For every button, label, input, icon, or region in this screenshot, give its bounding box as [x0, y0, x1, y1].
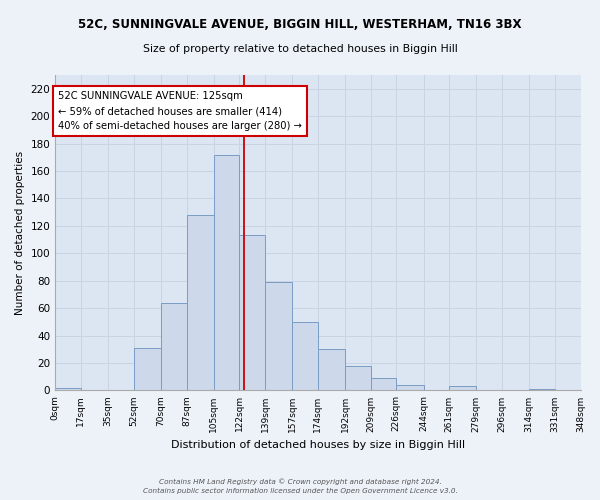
- Bar: [265, 282, 292, 391]
- Text: Size of property relative to detached houses in Biggin Hill: Size of property relative to detached ho…: [143, 44, 457, 54]
- Bar: [55, 388, 81, 390]
- Bar: [239, 236, 265, 390]
- Text: 52C, SUNNINGVALE AVENUE, BIGGIN HILL, WESTERHAM, TN16 3BX: 52C, SUNNINGVALE AVENUE, BIGGIN HILL, WE…: [78, 18, 522, 30]
- Bar: [187, 215, 214, 390]
- Bar: [292, 322, 318, 390]
- Bar: [318, 350, 345, 391]
- Y-axis label: Number of detached properties: Number of detached properties: [15, 150, 25, 315]
- Bar: [214, 154, 239, 390]
- Bar: [371, 378, 397, 390]
- Bar: [529, 389, 555, 390]
- X-axis label: Distribution of detached houses by size in Biggin Hill: Distribution of detached houses by size …: [171, 440, 465, 450]
- Bar: [449, 386, 476, 390]
- Bar: [397, 385, 424, 390]
- Text: Contains HM Land Registry data © Crown copyright and database right 2024.
Contai: Contains HM Land Registry data © Crown c…: [143, 478, 457, 494]
- Bar: [345, 366, 371, 390]
- Text: 52C SUNNINGVALE AVENUE: 125sqm
← 59% of detached houses are smaller (414)
40% of: 52C SUNNINGVALE AVENUE: 125sqm ← 59% of …: [58, 92, 302, 131]
- Bar: [134, 348, 161, 391]
- Bar: [161, 302, 187, 390]
